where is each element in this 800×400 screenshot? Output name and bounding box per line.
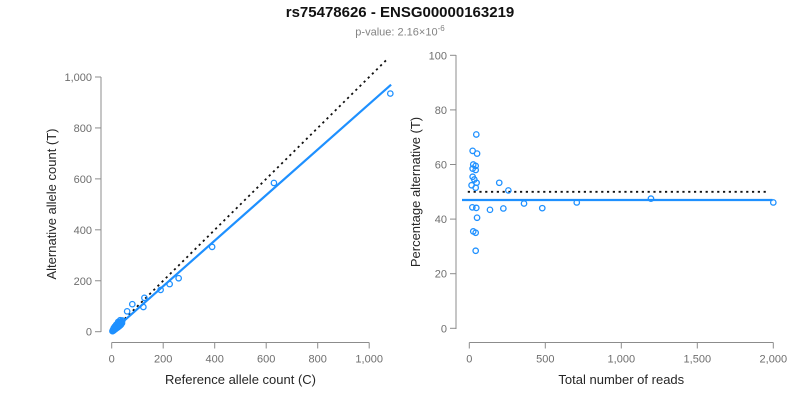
data-point — [175, 274, 182, 282]
y-tick-label: 400 — [74, 225, 92, 237]
p-value-exponent: -6 — [437, 24, 445, 33]
data-point — [123, 307, 131, 315]
data-point — [141, 294, 148, 302]
data-point — [472, 131, 480, 138]
x-tick-label: 0 — [466, 354, 472, 366]
data-point — [472, 166, 480, 174]
data-point — [769, 199, 777, 206]
data-point — [140, 303, 147, 311]
data-point — [157, 286, 164, 294]
data-point — [473, 214, 481, 222]
data-point — [386, 90, 394, 97]
data-point — [112, 321, 120, 328]
x-tick-label: 800 — [309, 354, 327, 366]
y-tick-label: 600 — [74, 174, 92, 186]
p-value-label: p-value: 2.16×10-6 — [0, 24, 800, 39]
data-point — [128, 300, 136, 308]
data-point — [499, 205, 507, 212]
data-point — [166, 280, 173, 288]
data-point — [647, 195, 655, 202]
data-point — [472, 229, 480, 237]
x-tick-label: 600 — [257, 354, 275, 366]
y-tick-label: 0 — [441, 323, 447, 335]
y-tick-label: 200 — [74, 276, 92, 288]
data-point — [495, 179, 503, 187]
y-tick-label: 60 — [435, 160, 447, 172]
y-axis-title: Alternative allele count (T) — [44, 128, 59, 279]
x-tick-label: 200 — [154, 354, 172, 366]
x-axis-title: Total number of reads — [558, 372, 684, 387]
y-axis-title: Percentage alternative (T) — [408, 117, 423, 267]
x-tick-label: 1,000 — [608, 354, 636, 366]
x-tick-label: 2,000 — [760, 354, 788, 366]
x-tick-label: 500 — [536, 354, 554, 366]
data-point — [473, 150, 481, 157]
fit-line — [110, 83, 392, 333]
right-plot: 0 500 1,000 1,500 2,000 0 20 40 60 80 100 Total num… — [408, 50, 787, 387]
y-tick-label: 40 — [435, 214, 447, 226]
data-point — [208, 243, 216, 251]
data-point — [270, 179, 278, 187]
y-tick-label: 800 — [74, 123, 92, 135]
identity-line — [111, 57, 390, 332]
y-tick-label: 100 — [429, 50, 447, 62]
y-tick-label: 0 — [86, 327, 92, 339]
x-tick-label: 400 — [206, 354, 224, 366]
data-point — [472, 204, 480, 212]
data-point — [472, 184, 480, 192]
p-value-text: p-value: 2.16×10 — [355, 26, 438, 39]
x-tick-label: 0 — [109, 354, 115, 366]
x-axis-title: Reference allele count (C) — [165, 372, 316, 387]
chart-title: rs75478626 - ENSG00000163219 — [285, 4, 515, 21]
data-point — [505, 187, 512, 194]
data-point — [486, 206, 494, 214]
y-tick-label: 1,000 — [64, 72, 92, 84]
data-point — [520, 200, 528, 207]
data-point — [573, 199, 581, 206]
data-point — [468, 204, 476, 211]
x-tick-label: 1,500 — [684, 354, 712, 366]
data-point — [472, 247, 480, 255]
x-tick-label: 1,000 — [355, 354, 383, 366]
y-tick-label: 80 — [435, 105, 447, 117]
data-point — [538, 204, 546, 212]
y-tick-label: 20 — [435, 269, 447, 281]
left-plot: 0 200 400 600 800 1,000 0 200 400 600 800 1,000 Refe… — [44, 57, 394, 387]
